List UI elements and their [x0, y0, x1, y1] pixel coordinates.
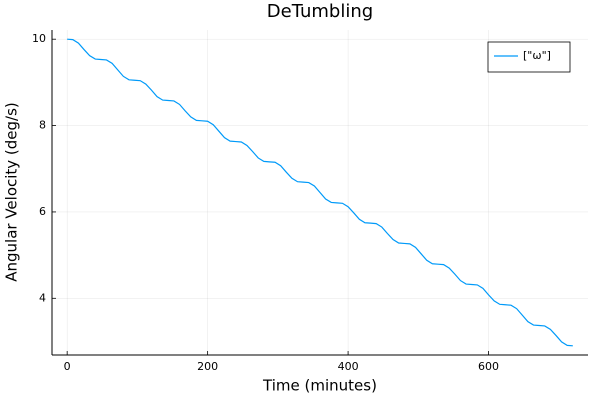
x-tick-label: 0 [64, 360, 71, 373]
y-axis-label: Angular Velocity (deg/s) [3, 102, 21, 282]
y-tick-label: 10 [32, 32, 46, 45]
x-tick-label: 400 [338, 360, 359, 373]
data-line [67, 38, 573, 347]
y-tick-label: 6 [39, 205, 46, 218]
y-tick-label: 4 [39, 291, 46, 304]
x-tick-label: 600 [478, 360, 499, 373]
legend-box [487, 41, 571, 73]
x-axis-label: Time (minutes) [262, 377, 377, 395]
chart-title: DeTumbling [267, 1, 373, 22]
x-tick-label: 200 [197, 360, 218, 373]
legend-label: ["ω"] [523, 49, 551, 62]
y-tick-label: 8 [39, 119, 46, 132]
